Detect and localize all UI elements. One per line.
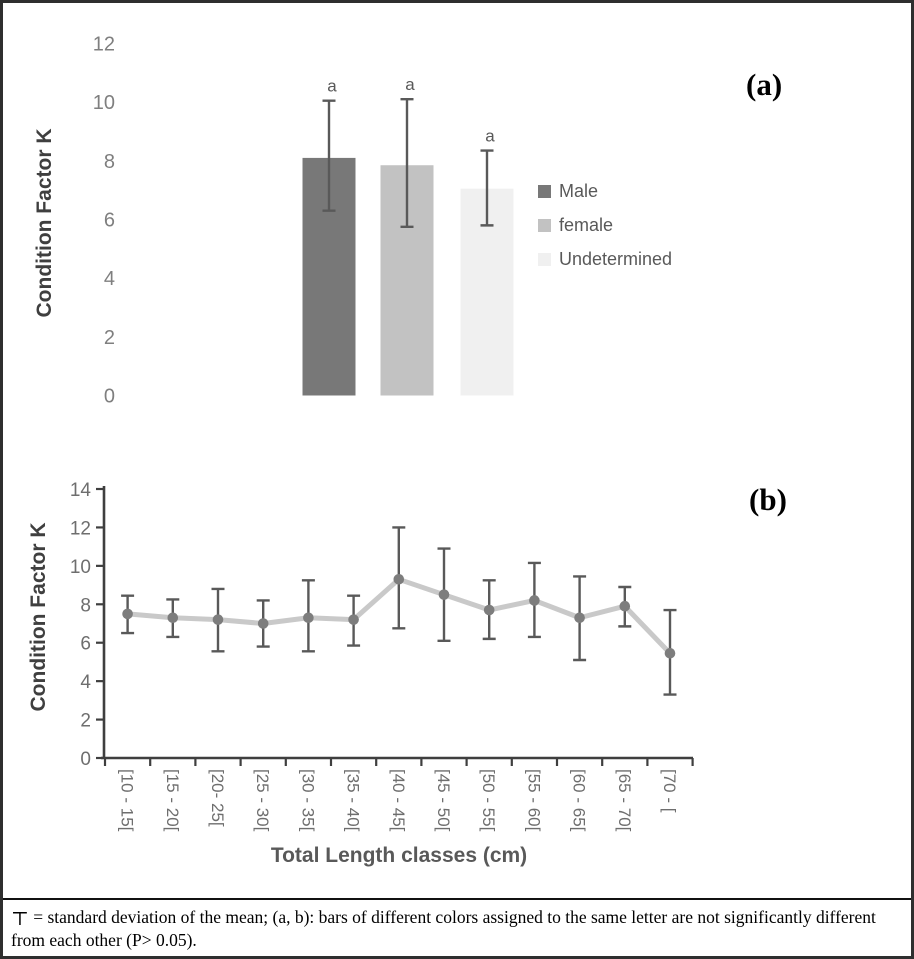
legend-swatch: [538, 252, 551, 266]
significance-letter: a: [405, 75, 415, 94]
y-tick-label: 4: [80, 672, 91, 693]
y-tick-label: 14: [70, 480, 92, 501]
y-tick-label: 12: [93, 34, 115, 56]
data-point-marker: [348, 614, 359, 625]
data-point-marker: [122, 608, 133, 620]
panel-a-label: (a): [746, 67, 783, 102]
y-tick-label: 8: [104, 151, 115, 173]
y-tick-label: 6: [80, 634, 91, 655]
y-tick-label: 8: [80, 595, 91, 616]
x-tick-label: [35 - 40[: [344, 769, 363, 832]
data-point-marker: [529, 595, 540, 606]
y-tick-label: 12: [70, 518, 91, 539]
x-tick-label: [20- 25[: [208, 769, 227, 827]
x-tick-label: [60 - 65[: [570, 769, 589, 832]
x-tick-label: [70 - [: [660, 769, 679, 813]
data-point-marker: [483, 604, 495, 616]
footnote: ⊤ = standard deviation of the mean; (a, …: [3, 898, 911, 956]
error-bar: [322, 99, 336, 212]
x-tick-label: [15 - 20[: [163, 769, 182, 832]
data-point-marker: [167, 612, 179, 624]
error-bar: [400, 98, 414, 229]
data-point-marker: [393, 574, 405, 585]
x-tick-label: [50 - 55[: [479, 769, 498, 832]
legend-item-male: Male: [538, 174, 672, 208]
x-tick-label: [55 - 60[: [524, 769, 543, 832]
legend-swatch: [538, 184, 551, 198]
data-point-marker: [574, 612, 585, 624]
x-tick-label: [25 - 30[: [253, 769, 272, 832]
x-tick-label: [65 - 70[: [615, 769, 634, 832]
legend: Male female Undetermined: [538, 174, 672, 276]
y-tick-label: 6: [104, 210, 115, 232]
legend-swatch: [538, 218, 551, 232]
legend-label: female: [559, 214, 614, 235]
axis-lines: [101, 486, 693, 760]
panel-b-x-axis-title: Total Length classes (cm): [270, 844, 528, 867]
legend-label: Undetermined: [559, 248, 673, 269]
data-point-marker: [257, 618, 269, 629]
y-tick-label: 4: [104, 268, 115, 290]
data-point-marker: [303, 612, 314, 624]
error-bar: [480, 149, 494, 227]
significance-letter: a: [485, 127, 495, 146]
legend-item-undetermined: Undetermined: [538, 242, 672, 276]
significance-letter: a: [327, 77, 337, 96]
data-point-marker: [212, 614, 224, 625]
x-tick-label: [40 - 45[: [389, 769, 408, 832]
x-tick-label: [10 - 15[: [118, 769, 137, 832]
x-tick-label: [45 - 50[: [434, 769, 453, 832]
panel-b-label: (b): [749, 482, 787, 517]
y-tick-label: 0: [80, 749, 91, 770]
bar-chart-canvas: 0 2 4 6 8 10 12 a a a: [93, 34, 514, 408]
x-tick-label: [30 - 35[: [298, 769, 317, 832]
footnote-text: = standard deviation of the mean; (a, b)…: [11, 907, 876, 950]
legend-item-female: female: [538, 208, 672, 242]
data-point-marker: [438, 589, 450, 600]
y-tick-label: 10: [70, 557, 91, 578]
data-point-marker: [664, 647, 676, 659]
legend-label: Male: [559, 180, 599, 201]
data-point-marker: [619, 600, 631, 612]
error-bar-symbol: ⊤: [11, 908, 29, 930]
y-tick-label: 10: [93, 92, 115, 114]
y-tick-label: 2: [80, 711, 91, 732]
y-tick-label: 0: [104, 386, 115, 408]
y-tick-label: 2: [104, 327, 115, 349]
line-chart-canvas: 0 2 4 6 8 10 12 14 [10 - 15[ [15 - 20[ [20- 25[ [25…: [70, 480, 694, 832]
